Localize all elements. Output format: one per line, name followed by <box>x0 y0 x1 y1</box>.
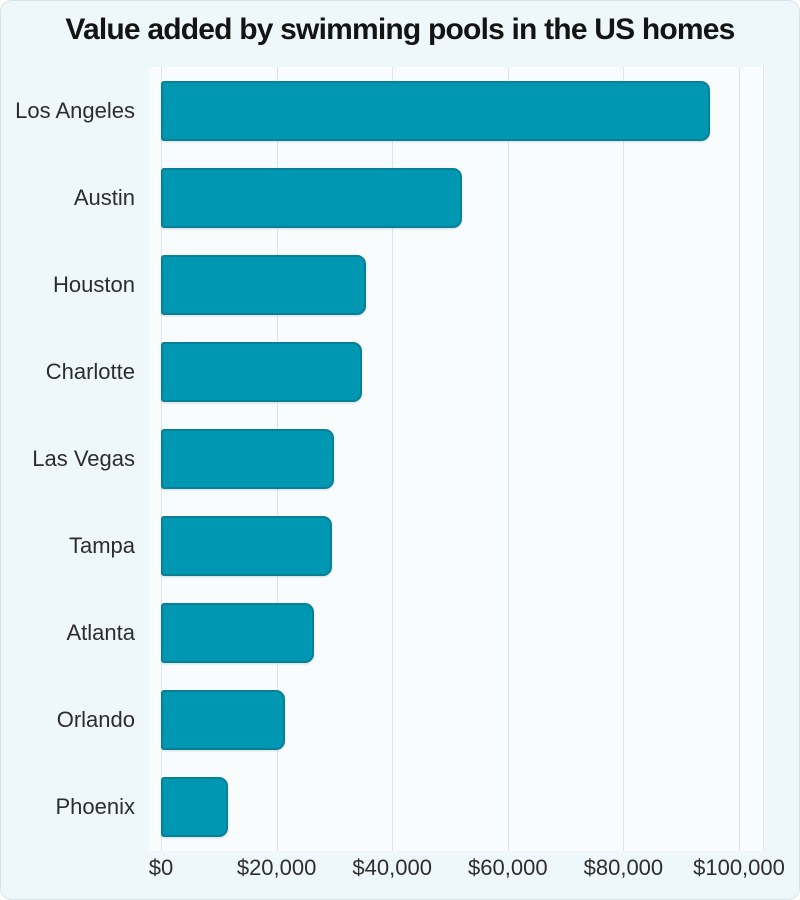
x-axis-tick-label-0: $0 <box>148 855 174 880</box>
bar-phoenix <box>161 777 229 838</box>
x-axis-tick-label-60000: $60,000 <box>468 855 548 880</box>
x-axis-tick-label-80000: $80,000 <box>583 855 664 880</box>
y-axis-label-austin: Austin <box>73 184 135 210</box>
bar-row-phoenix <box>149 764 765 851</box>
bar-las-vegas <box>161 428 335 489</box>
bar-charlotte <box>161 341 363 402</box>
bar-houston <box>161 254 367 315</box>
bar-row-charlotte <box>149 328 765 415</box>
bar-los-angeles <box>161 80 711 141</box>
x-axis-tick-label-100000: $100,000 <box>693 855 785 880</box>
bar-row-austin <box>149 154 765 241</box>
y-axis-label-tampa: Tampa <box>68 533 135 559</box>
x-axis-tick-label-20000: $20,000 <box>236 855 317 880</box>
y-axis-label-las-vegas: Las Vegas <box>32 445 135 471</box>
x-axis: $0 $20,000 $40,000 $60,000 $80,000 $100,000 <box>148 855 785 889</box>
y-axis-label-atlanta: Atlanta <box>66 620 136 646</box>
y-axis: Los Angeles Austin Houston Charlotte Las Veg… <box>1 67 149 851</box>
plot-area <box>149 67 765 851</box>
bar-row-las-vegas <box>149 415 765 502</box>
chart-title: Value added by swimming pools in the US … <box>65 13 735 46</box>
bar-row-atlanta <box>149 590 765 677</box>
y-axis-label-phoenix: Phoenix <box>55 794 135 820</box>
bar-atlanta <box>161 603 315 664</box>
bar-row-orlando <box>149 677 765 764</box>
bar-row-los-angeles <box>149 67 765 154</box>
plot-right-border <box>763 67 764 851</box>
gridline-80000 <box>623 67 625 851</box>
x-axis-tick-label-40000: $40,000 <box>352 855 432 880</box>
bar-row-houston <box>149 241 765 328</box>
bar-tampa <box>161 516 332 577</box>
gridline-100000 <box>739 67 740 851</box>
y-axis-label-los-angeles: Los Angeles <box>15 97 135 123</box>
gridline-60000 <box>507 67 509 851</box>
bar-orlando <box>161 690 286 751</box>
y-axis-label-charlotte: Charlotte <box>45 358 135 384</box>
bar-austin <box>161 167 462 228</box>
y-axis-label-orlando: Orlando <box>56 707 135 733</box>
bar-series <box>149 67 765 851</box>
bar-row-tampa <box>149 503 765 590</box>
gridline-40000 <box>392 67 394 851</box>
y-axis-label-houston: Houston <box>53 271 135 297</box>
